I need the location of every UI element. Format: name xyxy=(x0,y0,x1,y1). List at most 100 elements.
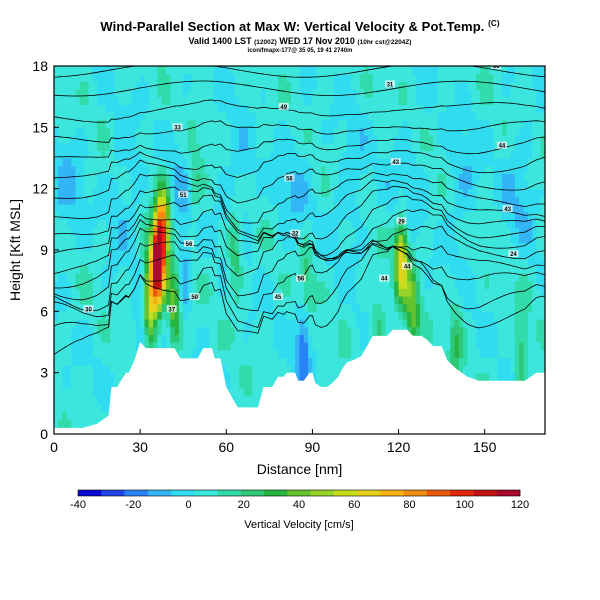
velocity-cell xyxy=(170,142,176,151)
velocity-cell xyxy=(308,234,314,243)
velocity-cell xyxy=(333,89,339,98)
velocity-cell xyxy=(148,66,154,75)
velocity-cell xyxy=(217,112,223,121)
velocity-cell xyxy=(217,265,223,274)
velocity-cell xyxy=(144,234,150,243)
velocity-cell xyxy=(368,104,374,113)
velocity-cell xyxy=(316,357,322,366)
velocity-cell xyxy=(54,273,59,282)
velocity-cell xyxy=(174,73,180,82)
velocity-cell xyxy=(127,73,133,82)
velocity-cell xyxy=(489,211,494,220)
velocity-cell xyxy=(458,250,464,259)
velocity-cell xyxy=(321,319,326,328)
velocity-cell xyxy=(252,365,258,374)
velocity-cell xyxy=(458,158,464,167)
velocity-cell xyxy=(161,265,167,274)
velocity-cell xyxy=(66,273,72,282)
velocity-cell xyxy=(265,196,270,205)
velocity-cell xyxy=(170,334,176,343)
velocity-cell xyxy=(191,342,197,351)
velocity-cell xyxy=(79,418,85,427)
velocity-cell xyxy=(187,165,193,174)
velocity-cell xyxy=(187,119,193,128)
velocity-cell xyxy=(364,280,370,289)
velocity-cell xyxy=(471,227,477,236)
velocity-cell xyxy=(329,372,335,381)
velocity-cell xyxy=(97,372,102,381)
velocity-cell xyxy=(377,104,382,113)
velocity-cell xyxy=(79,365,85,374)
velocity-cell xyxy=(92,81,98,90)
velocity-cell xyxy=(265,227,270,236)
velocity-cell xyxy=(359,342,365,351)
velocity-cell xyxy=(364,265,370,274)
velocity-cell xyxy=(424,181,430,190)
velocity-cell xyxy=(196,265,202,274)
velocity-cell xyxy=(234,219,240,228)
velocity-cell xyxy=(178,288,184,297)
velocity-cell xyxy=(92,418,98,427)
velocity-cell xyxy=(256,89,262,98)
velocity-cell xyxy=(161,296,167,305)
velocity-cell xyxy=(372,303,378,312)
velocity-cell xyxy=(333,334,339,343)
velocity-cell xyxy=(79,211,85,220)
velocity-cell xyxy=(286,265,292,274)
velocity-cell xyxy=(295,196,301,205)
velocity-cell xyxy=(359,173,365,182)
velocity-cell xyxy=(450,227,456,236)
velocity-cell xyxy=(458,334,464,343)
velocity-cell xyxy=(243,73,249,82)
velocity-cell xyxy=(329,204,335,213)
velocity-cell xyxy=(135,296,141,305)
velocity-cell xyxy=(480,104,486,113)
velocity-cell xyxy=(424,127,430,136)
velocity-cell xyxy=(148,104,154,113)
velocity-cell xyxy=(62,342,68,351)
velocity-cell xyxy=(109,66,115,75)
velocity-cell xyxy=(269,319,275,328)
velocity-cell xyxy=(454,357,460,366)
velocity-cell xyxy=(183,150,189,159)
velocity-cell xyxy=(62,242,68,251)
velocity-cell xyxy=(286,66,292,75)
velocity-cell xyxy=(420,112,426,121)
velocity-cell xyxy=(342,342,348,351)
velocity-cell xyxy=(372,280,378,289)
velocity-cell xyxy=(153,334,158,343)
velocity-cell xyxy=(226,81,232,90)
velocity-cell xyxy=(346,250,352,259)
velocity-cell xyxy=(420,227,426,236)
velocity-cell xyxy=(484,357,490,366)
velocity-cell xyxy=(62,349,68,358)
velocity-cell xyxy=(118,280,124,289)
velocity-cell xyxy=(97,89,102,98)
velocity-cell xyxy=(114,319,120,328)
velocity-cell xyxy=(428,112,434,121)
velocity-cell xyxy=(372,104,378,113)
velocity-cell xyxy=(62,418,68,427)
velocity-cell xyxy=(265,142,270,151)
velocity-cell xyxy=(437,158,443,167)
velocity-cell xyxy=(221,250,227,259)
velocity-cell xyxy=(489,273,494,282)
velocity-cell xyxy=(312,150,318,159)
velocity-cell xyxy=(476,357,481,366)
velocity-cell xyxy=(204,142,210,151)
velocity-cell xyxy=(226,265,232,274)
velocity-cell xyxy=(480,142,486,151)
velocity-cell xyxy=(454,181,460,190)
velocity-cell xyxy=(437,296,443,305)
velocity-cell xyxy=(62,89,68,98)
velocity-cell xyxy=(88,342,94,351)
velocity-cell xyxy=(62,411,68,420)
velocity-cell xyxy=(239,188,245,197)
velocity-cell xyxy=(122,342,128,351)
velocity-cell xyxy=(54,104,59,113)
velocity-cell xyxy=(381,319,387,328)
velocity-cell xyxy=(273,365,279,374)
velocity-cell xyxy=(450,326,456,335)
velocity-cell xyxy=(273,311,279,320)
velocity-cell xyxy=(398,234,404,243)
